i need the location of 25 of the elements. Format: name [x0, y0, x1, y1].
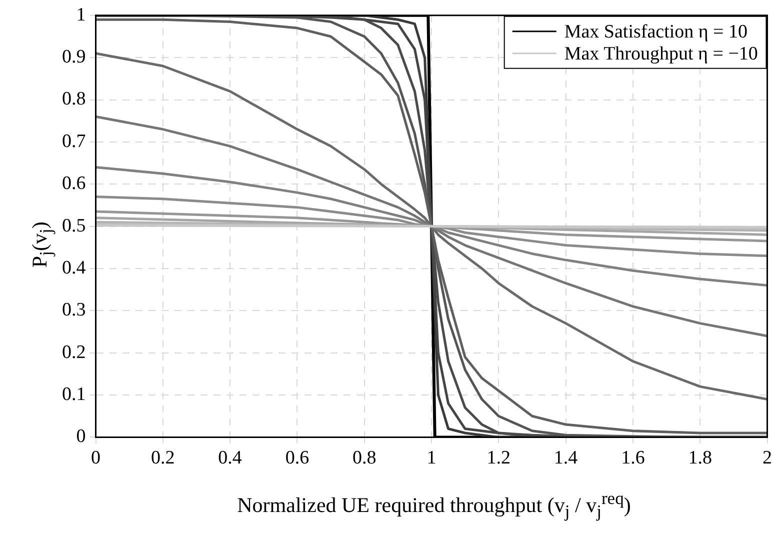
y-tick-label: 0.3	[62, 300, 86, 321]
y-tick-label: 0.7	[62, 130, 86, 152]
x-tick-label: 1.2	[486, 448, 511, 469]
x-tick-label: 0.6	[285, 448, 310, 469]
y-tick-label: 0.4	[62, 257, 86, 278]
y-tick-label: 0.6	[62, 173, 86, 194]
y-tick-label: 0	[76, 426, 86, 448]
x-axis-title: Normalized UE required throughput (v$_{j}$ / v$_{j}$$^{req}$)	[236, 488, 632, 522]
x-tick-label: 0	[91, 448, 100, 469]
y-tick-label: 0.5	[62, 215, 86, 236]
x-tick-label: 1.6	[621, 448, 645, 469]
x-tick-label: 2	[762, 448, 772, 469]
legend-label: Max Satisfaction η = 10	[564, 21, 748, 42]
x-tick-label: 0.4	[218, 448, 242, 469]
x-tick-label: 1.8	[688, 448, 712, 469]
legend-label: Max Throughput η = −10	[564, 43, 758, 64]
y-tick-label: 0.8	[62, 88, 86, 110]
y-tick-label: 0.9	[62, 46, 86, 68]
y-tick-label: 1	[76, 4, 86, 26]
x-tick-label: 0.8	[352, 448, 376, 469]
x-tick-label: 1.4	[554, 448, 578, 469]
y-tick-label: 0.2	[62, 342, 86, 363]
y-tick-label: 0.1	[62, 384, 86, 406]
x-tick-label: 0.2	[151, 448, 175, 469]
x-tick-label: 1	[426, 448, 436, 469]
